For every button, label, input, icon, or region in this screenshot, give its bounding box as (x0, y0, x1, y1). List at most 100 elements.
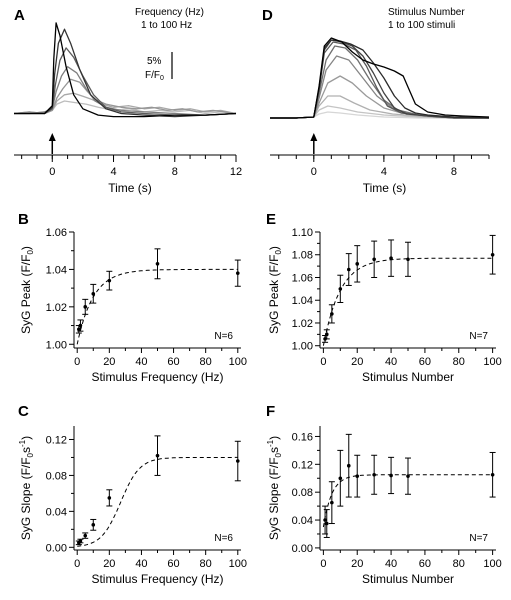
panel-a-tick-label: 8 (172, 166, 178, 178)
panel-e-x-tick-label: 20 (351, 356, 363, 368)
panel-a-tick-label: 4 (110, 166, 116, 178)
panel-a-traces: 0 4 8 12 Time (s) (13, 22, 242, 195)
panel-d-traces: 0 4 8 Time (s) (270, 37, 490, 195)
panel-letter-b: B (18, 211, 29, 228)
scalebar-label: 5% (147, 56, 162, 67)
panel-b-x-tick-label: 80 (200, 356, 212, 368)
panel-c-x-tick-label: 100 (229, 558, 247, 570)
panel-a-stimulus-arrow-head (48, 133, 56, 141)
panel-b-x-tick-label: 0 (74, 356, 80, 368)
panel-f-x-tick-label: 20 (351, 558, 363, 570)
panel-b-data-point (83, 305, 88, 309)
panel-f-n-label: N=7 (469, 533, 488, 544)
panel-e-data-point (330, 312, 334, 316)
panel-f-data-point (323, 518, 327, 522)
panel-a-trace-2 (13, 78, 237, 115)
panel-e-data-point (406, 257, 410, 262)
panel-e-data-point (338, 287, 343, 291)
panel-d-tick-label: 8 (451, 166, 457, 178)
panel-f-plot: 0 20 40 60 80 100 0.00 0.04 0.08 0.12 0.16 Stimulus… (266, 426, 502, 586)
panel-c-plot: 0 20 40 60 80 100 0.00 0.04 0.08 0.12 Stimulus Fre… (18, 426, 247, 586)
panel-f-y-tick-label: 0.16 (292, 431, 313, 443)
panel-f-data-point (490, 472, 495, 477)
panel-a-xlabel: Time (s) (108, 181, 152, 195)
panel-a-annotation-line1: Frequency (Hz) (135, 7, 204, 18)
panel-d-trace-6 (270, 41, 489, 119)
panel-e-xlabel: Stimulus Number (362, 370, 454, 384)
panel-f-y-tick-label: 0.00 (292, 543, 313, 555)
panel-b-xlabel: Stimulus Frequency (Hz) (91, 370, 223, 384)
panel-b-data-point (155, 262, 160, 266)
panel-b-y-tick-label: 1.06 (46, 227, 67, 239)
panel-d-stimulus-arrow-head (310, 133, 318, 141)
panel-e-x-tick-label: 60 (419, 356, 431, 368)
panel-b-data-point (91, 291, 96, 296)
panel-f-ylabel: SyG Slope (F/F0s-1) (266, 436, 283, 540)
panel-b-ylabel: SyG Peak (F/F0) (19, 246, 35, 334)
panel-a-trace-6 (14, 22, 237, 118)
panel-a-trace-5 (14, 28, 237, 118)
panel-f-data-point (338, 476, 343, 481)
panel-c-y-tick-label: 0.08 (46, 470, 67, 482)
panel-a-tick-label: 0 (49, 166, 55, 178)
panel-e-data-point (355, 262, 360, 266)
panel-c-xlabel: Stimulus Frequency (Hz) (91, 572, 223, 586)
panel-f-data-point (372, 472, 376, 477)
panel-b-data-point (235, 271, 240, 275)
panel-c-x-tick-label: 60 (167, 558, 179, 570)
panel-c-fit-curve (77, 456, 238, 547)
panel-f-x-tick-label: 40 (385, 558, 397, 570)
panel-f-data-point (330, 500, 334, 505)
panel-letter-a: A (14, 7, 25, 24)
panel-b-n-label: N=6 (214, 331, 233, 342)
panel-f-data-point (355, 474, 360, 478)
panel-letter-f: F (266, 403, 275, 420)
panel-c-x-tick-label: 20 (103, 558, 115, 570)
panel-e-y-tick-label: 1.04 (292, 295, 313, 307)
panel-b-fit-curve (76, 268, 238, 345)
panel-f-xlabel: Stimulus Number (362, 572, 454, 586)
panel-d-trace-8 (270, 39, 490, 119)
panel-c-y-tick-label: 0.12 (46, 434, 67, 446)
panel-c-data-point (91, 523, 96, 527)
panel-e-data-point (389, 256, 393, 260)
panel-c-x-tick-label: 80 (200, 558, 212, 570)
panel-f-x-tick-label: 60 (419, 558, 431, 570)
panel-d-trace-9 (270, 37, 490, 119)
panel-d-tick-label: 0 (311, 166, 317, 178)
panel-e-data-point (346, 267, 351, 272)
panel-c-data-point (235, 459, 240, 463)
panel-e-plot: 0 20 40 60 80 100 1.00 1.02 1.04 1.06 1.08 1.10 Stim… (267, 227, 502, 384)
panel-b-y-tick-label: 1.02 (46, 302, 67, 314)
panel-f-data-point (389, 473, 393, 478)
panel-letter-d: D (262, 7, 273, 24)
panel-c-data-point (107, 496, 112, 500)
panel-b-data-point (107, 278, 112, 283)
panel-e-x-tick-label: 80 (453, 356, 465, 368)
panel-e-x-tick-label: 40 (385, 356, 397, 368)
panel-letter-c: C (18, 403, 29, 420)
panel-d-annotation-line1: Stimulus Number (388, 7, 465, 18)
panel-a-annotation-line2: 1 to 100 Hz (141, 20, 192, 31)
panel-c-data-point (155, 453, 160, 458)
panel-b-x-tick-label: 100 (229, 356, 247, 368)
panel-f-x-tick-label: 0 (320, 558, 326, 570)
panel-a-trace-4 (14, 47, 237, 116)
panel-e-n-label: N=7 (469, 331, 488, 342)
panel-d-trace-5 (270, 45, 489, 119)
panel-letter-e: E (266, 211, 276, 228)
panel-c-data-point (78, 539, 83, 543)
panel-b-x-tick-label: 40 (135, 356, 147, 368)
panel-b-x-tick-label: 60 (167, 356, 179, 368)
panel-e-x-tick-label: 100 (483, 356, 501, 368)
panel-e-y-tick-label: 1.02 (292, 318, 313, 330)
panel-c-n-label: N=6 (214, 533, 233, 544)
panel-b-x-tick-label: 20 (103, 356, 115, 368)
panel-c-x-tick-label: 0 (74, 558, 80, 570)
panel-e-y-tick-label: 1.00 (292, 341, 313, 353)
panel-d-xlabel: Time (s) (363, 181, 407, 195)
panel-e-y-tick-label: 1.10 (292, 227, 313, 239)
panel-c-y-tick-label: 0.04 (46, 506, 67, 518)
panel-b-plot: 0 20 40 60 80 100 1.00 1.02 1.04 1.06 Stimulus Fre… (19, 227, 247, 384)
